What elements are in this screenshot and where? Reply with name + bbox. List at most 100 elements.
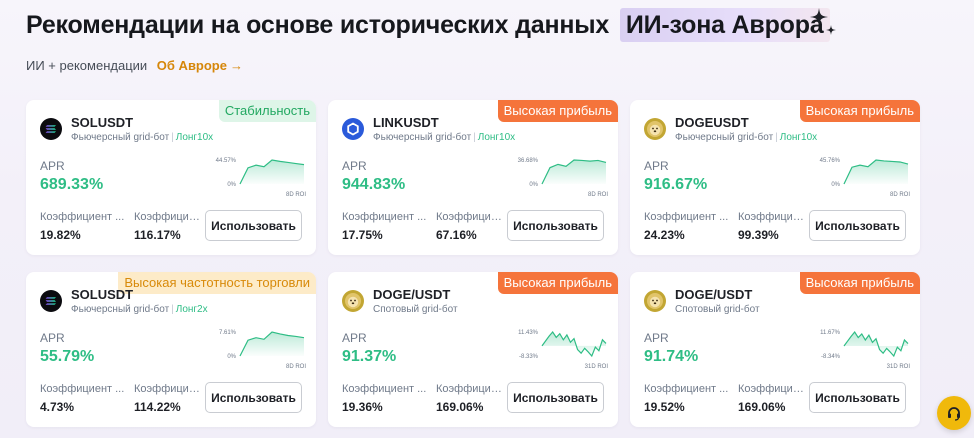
use-button[interactable]: Использовать [205, 382, 302, 413]
apr-label: APR [342, 159, 367, 173]
roi-max-label: 36.68% [518, 158, 539, 164]
roi-area [542, 160, 606, 184]
apr-label: APR [40, 159, 65, 173]
use-button[interactable]: Использовать [507, 382, 604, 413]
sol-icon [40, 118, 62, 140]
sparkle-icon [810, 8, 836, 35]
bot-symbol: SOLUSDT [71, 115, 134, 130]
roi-sparkline-chart: 44.57% 0% 8D ROI [216, 158, 307, 198]
metric2-value: 169.06% [738, 400, 786, 414]
bot-type: Фьючерсный grid-бот [71, 304, 170, 315]
roi-min-label: -8.34% [821, 354, 841, 360]
roi-area [844, 160, 908, 184]
roi-sparkline-chart: 11.43% -8.33% 31D ROI [518, 330, 608, 370]
metric1-value: 17.75% [342, 228, 383, 242]
apr-value: 55.79% [40, 348, 95, 365]
sol-icon [40, 290, 62, 312]
metric1-value: 19.82% [40, 228, 81, 242]
metric2-label: Коэффициент ... [134, 211, 200, 223]
bot-type: Спотовый grid-бот [373, 304, 458, 315]
bot-type-line: Фьючерсный grid-бот | Лонг10x [675, 132, 817, 143]
roi-min-label: 0% [227, 182, 236, 188]
roi-area [240, 332, 304, 356]
bot-type-line: Фьючерсный grid-бот | Лонг2x [71, 304, 208, 315]
page-title-text: Рекомендации на основе исторических данн… [26, 11, 610, 39]
arrow-right-icon: → [229, 58, 243, 73]
metric1-label: Коэффициент ... [40, 383, 125, 395]
metric1-label: Коэффициент ... [644, 211, 729, 223]
roi-period-label: 8D ROI [890, 192, 910, 198]
apr-label: APR [342, 331, 367, 345]
roi-period-label: 8D ROI [286, 364, 306, 370]
support-chat-button[interactable] [937, 396, 971, 430]
ai-recommendations-label: ИИ + рекомендации [26, 58, 148, 73]
bot-type-line: Спотовый grid-бот [675, 304, 760, 315]
bot-symbol: DOGE/USDT [675, 287, 753, 302]
bot-type: Фьючерсный grid-бот [71, 132, 170, 143]
headset-icon [948, 407, 960, 421]
roi-min-label: -8.33% [519, 354, 539, 360]
metric1-value: 19.36% [342, 400, 383, 414]
use-button[interactable]: Использовать [205, 210, 302, 241]
use-button[interactable]: Использовать [809, 210, 906, 241]
doge-icon [342, 290, 364, 312]
roi-line [843, 330, 909, 358]
metric2-value: 99.39% [738, 228, 779, 242]
roi-area [240, 160, 304, 184]
metric2-label: Коэффициент ... [738, 383, 804, 395]
apr-value: 91.74% [644, 348, 699, 365]
bot-tag-badge: Стабильность [218, 100, 316, 122]
metric2-label: Коэффициент ... [134, 383, 200, 395]
bot-type-line: Фьючерсный grid-бот | Лонг10x [71, 132, 213, 143]
bot-card: Высокая прибыль DOGEUSDT Фьючерсный grid-б… [630, 100, 920, 255]
roi-period-label: 8D ROI [588, 192, 608, 198]
roi-line [239, 159, 305, 185]
doge-icon [644, 118, 666, 140]
about-aurora-link-label: Об Авроре [156, 58, 227, 73]
bot-symbol: SOLUSDT [71, 287, 134, 302]
use-button[interactable]: Использовать [809, 382, 906, 413]
leverage-label: Лонг10x [779, 132, 818, 143]
bot-type: Фьючерсный grid-бот [373, 132, 472, 143]
sub-header: ИИ + рекомендации Об Авроре → [26, 58, 243, 73]
roi-line [843, 159, 909, 185]
apr-value: 944.83% [342, 176, 406, 193]
leverage-label: Лонг10x [175, 132, 214, 143]
metric1-label: Коэффициент ... [342, 211, 427, 223]
metric1-label: Коэффициент ... [342, 383, 427, 395]
metric2-label: Коэффициент ... [436, 211, 502, 223]
use-button[interactable]: Использовать [507, 210, 604, 241]
roi-sparkline-chart: 11.67% -8.34% 31D ROI [820, 330, 910, 370]
roi-period-label: 8D ROI [286, 192, 306, 198]
roi-min-label: 0% [529, 182, 538, 188]
apr-label: APR [644, 159, 669, 173]
bot-type-line: Фьючерсный grid-бот | Лонг10x [373, 132, 515, 143]
metric1-value: 19.52% [644, 400, 685, 414]
metric1-value: 24.23% [644, 228, 685, 242]
bot-card: Стабильность SOLUSDT Фьючерсный grid-бот | Л… [26, 100, 316, 255]
roi-sparkline-chart: 45.76% 0% 8D ROI [820, 158, 911, 198]
bot-card: Высокая прибыль DOGE/USDT Спотовый grid-бо… [630, 272, 920, 427]
roi-line [239, 331, 305, 357]
apr-value: 916.67% [644, 176, 708, 193]
about-aurora-link[interactable]: Об Авроре → [157, 58, 243, 73]
page-title: Рекомендации на основе исторических данн… [26, 8, 830, 42]
roi-max-label: 7.61% [219, 330, 237, 336]
apr-value: 91.37% [342, 348, 397, 365]
bot-symbol: LINKUSDT [373, 115, 439, 130]
metric2-value: 114.22% [134, 400, 181, 414]
roi-min-label: 0% [831, 182, 840, 188]
bot-card: Высокая частотность торговли SOLUSDT Фьюче… [26, 272, 316, 427]
aurora-zone-highlight: ИИ-зона Аврора [619, 8, 830, 42]
metric1-label: Коэффициент ... [40, 211, 125, 223]
roi-sparkline-chart: 36.68% 0% 8D ROI [518, 158, 609, 198]
roi-max-label: 11.43% [518, 330, 539, 336]
bot-type: Спотовый grid-бот [675, 304, 760, 315]
bot-tag-badge: Высокая прибыль [497, 100, 618, 122]
bot-tag-badge: Высокая прибыль [497, 272, 618, 294]
bot-type: Фьючерсный grid-бот [675, 132, 774, 143]
apr-value: 689.33% [40, 176, 104, 193]
metric1-value: 4.73% [40, 400, 75, 414]
bot-tag-badge: Высокая прибыль [799, 100, 920, 122]
separator: | [473, 132, 476, 143]
